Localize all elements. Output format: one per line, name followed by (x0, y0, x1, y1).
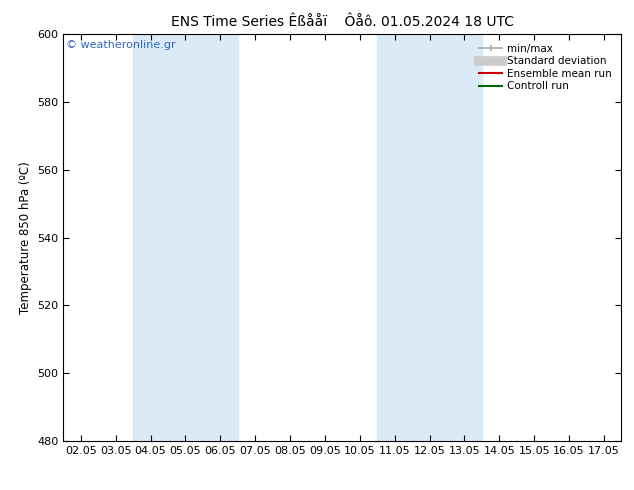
Bar (377, 34, 482, 441)
Text: © weatheronline.gr: © weatheronline.gr (66, 40, 176, 50)
Legend: min/max, Standard deviation, Ensemble mean run, Controll run: min/max, Standard deviation, Ensemble me… (475, 40, 616, 96)
Title: ENS Time Series Êßååï    Ôåô. 01.05.2024 18 UTC: ENS Time Series Êßååï Ôåô. 01.05.2024 18… (171, 15, 514, 29)
Bar (133, 34, 238, 441)
Y-axis label: Temperature 850 hPa (ºC): Temperature 850 hPa (ºC) (19, 161, 32, 314)
